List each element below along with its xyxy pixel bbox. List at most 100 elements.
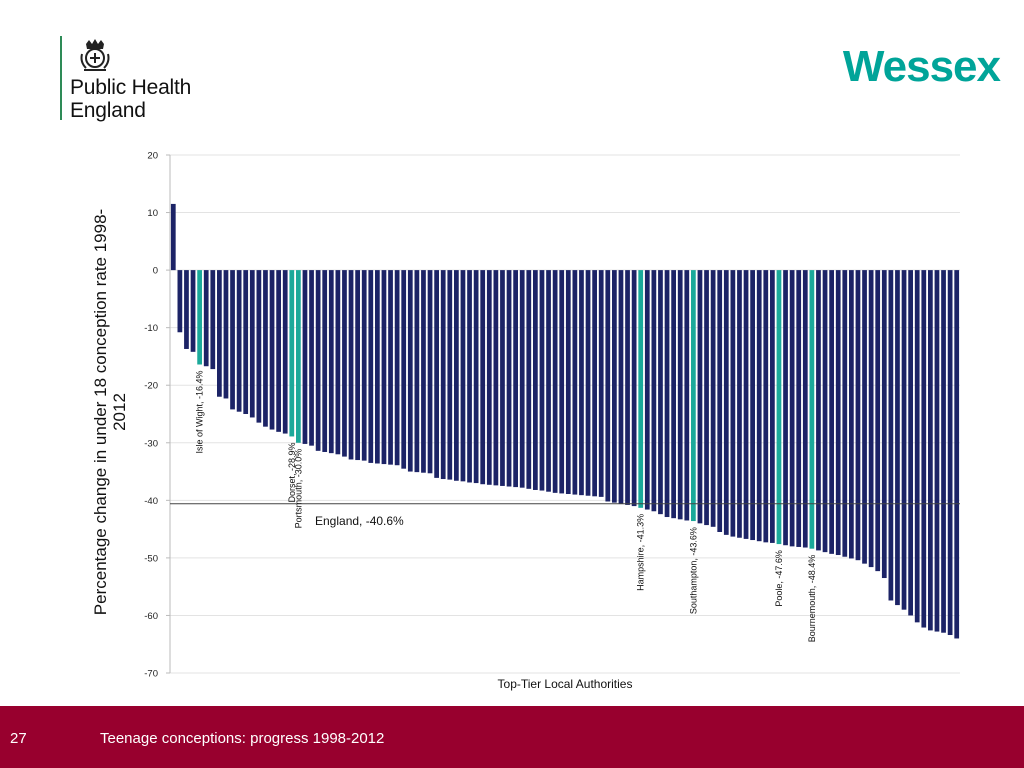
bar bbox=[585, 270, 591, 496]
bar bbox=[644, 270, 650, 510]
bar bbox=[822, 270, 828, 553]
highlighted-bar bbox=[809, 270, 815, 549]
bar bbox=[743, 270, 749, 539]
bar-annotation-label: Hampshire, -41.3% bbox=[636, 514, 646, 591]
bar bbox=[802, 270, 808, 548]
bar-annotation-label: Bournemouth, -48.4% bbox=[807, 555, 817, 643]
bar bbox=[282, 270, 288, 434]
bar bbox=[928, 270, 933, 631]
bar bbox=[612, 270, 617, 503]
bar bbox=[421, 270, 426, 473]
y-axis-label: Percentage change in under 18 conception… bbox=[91, 208, 129, 616]
bar bbox=[895, 270, 900, 606]
bar bbox=[236, 270, 242, 412]
phe-logo-text: Public Health England bbox=[70, 76, 191, 122]
bar bbox=[394, 270, 400, 466]
bar bbox=[730, 270, 736, 537]
bar bbox=[625, 270, 630, 505]
bar bbox=[651, 270, 657, 512]
bar bbox=[559, 270, 565, 494]
page-number: 27 bbox=[10, 730, 27, 747]
bar bbox=[368, 270, 374, 463]
highlighted-bar bbox=[691, 270, 696, 522]
y-tick-label: 10 bbox=[147, 208, 158, 219]
bar bbox=[342, 270, 347, 457]
bar-annotation-label: Poole, -47.6% bbox=[774, 550, 784, 607]
bar bbox=[454, 270, 459, 481]
x-axis-label: Top-Tier Local Authorities bbox=[498, 677, 633, 691]
bar bbox=[914, 270, 920, 623]
bar bbox=[849, 270, 854, 559]
bar bbox=[533, 270, 538, 490]
bar bbox=[592, 270, 597, 497]
bar bbox=[526, 270, 532, 489]
bar bbox=[348, 270, 354, 460]
footer-title: Teenage conceptions: progress 1998-2012 bbox=[100, 730, 385, 747]
chart-area: 20 10 0 -10 -20 -30 -40 -50 -60 -70 England, -40.6… bbox=[0, 140, 1024, 700]
bar bbox=[934, 270, 940, 632]
bar bbox=[230, 270, 235, 410]
bar bbox=[671, 270, 676, 519]
bar bbox=[177, 270, 183, 333]
bar bbox=[440, 270, 446, 480]
bar bbox=[763, 270, 769, 543]
bar bbox=[835, 270, 841, 556]
bar bbox=[572, 270, 578, 495]
wessex-brand: Wessex bbox=[842, 42, 1001, 91]
bar-annotation-label: Southampton, -43.6% bbox=[688, 527, 698, 614]
bar bbox=[816, 270, 821, 551]
bar bbox=[361, 270, 367, 461]
logo-divider bbox=[60, 36, 62, 120]
bar bbox=[908, 270, 913, 616]
bar bbox=[868, 270, 874, 568]
bar bbox=[427, 270, 433, 474]
bar bbox=[658, 270, 663, 515]
y-tick-label: -20 bbox=[144, 381, 158, 392]
bar bbox=[335, 270, 341, 455]
highlighted-bar bbox=[776, 270, 782, 545]
bar bbox=[789, 270, 795, 547]
bar bbox=[203, 270, 209, 367]
bar bbox=[460, 270, 466, 482]
bar bbox=[737, 270, 742, 538]
bar bbox=[473, 270, 479, 484]
bar bbox=[263, 270, 268, 427]
bar bbox=[954, 270, 960, 639]
bar bbox=[407, 270, 413, 472]
bar bbox=[328, 270, 334, 454]
bar bbox=[276, 270, 281, 432]
bar bbox=[756, 270, 762, 542]
bar bbox=[539, 270, 545, 491]
phe-logo-line1: Public Health bbox=[70, 76, 192, 99]
bar bbox=[375, 270, 380, 464]
bar bbox=[664, 270, 670, 518]
bar bbox=[223, 270, 229, 399]
bar bbox=[579, 270, 584, 496]
bar bbox=[493, 270, 499, 486]
bar-chart: 20 10 0 -10 -20 -30 -40 -50 -60 -70 England, -40.6… bbox=[144, 151, 960, 691]
bar bbox=[513, 270, 518, 488]
bar bbox=[322, 270, 328, 452]
bar bbox=[243, 270, 249, 414]
y-tick-label: -60 bbox=[144, 611, 158, 622]
royal-crest-icon bbox=[80, 39, 110, 71]
bar bbox=[710, 270, 716, 527]
bar bbox=[618, 270, 624, 504]
england-reference-label: England, -40.6% bbox=[315, 514, 404, 528]
bar bbox=[881, 270, 887, 579]
footer-bar: 27 Teenage conceptions: progress 1998-20… bbox=[0, 706, 1024, 768]
bar bbox=[631, 270, 637, 507]
bar bbox=[783, 270, 788, 546]
bar bbox=[565, 270, 571, 495]
bar bbox=[249, 270, 255, 418]
bar bbox=[434, 270, 439, 478]
bar bbox=[704, 270, 709, 526]
bar bbox=[184, 270, 189, 349]
bar bbox=[315, 270, 321, 451]
bar bbox=[684, 270, 690, 521]
bar bbox=[855, 270, 861, 561]
bar bbox=[947, 270, 953, 636]
bar bbox=[388, 270, 393, 465]
bar-annotation-label: Portsmouth, -30.0% bbox=[293, 449, 303, 529]
bar bbox=[217, 270, 222, 397]
